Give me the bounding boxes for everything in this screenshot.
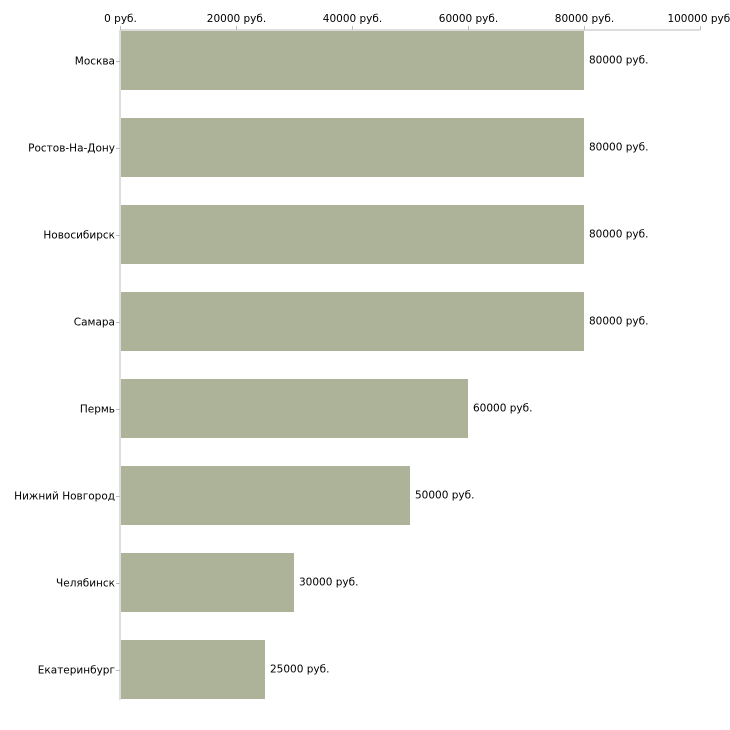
value-label: 80000 руб. <box>589 142 648 154</box>
category-label: Екатеринбург <box>38 665 115 677</box>
bar <box>121 640 265 699</box>
x-tick-label: 60000 руб. <box>439 13 498 25</box>
value-label: 80000 руб. <box>589 229 648 241</box>
category-label: Челябинск <box>56 578 115 590</box>
value-label: 80000 руб. <box>589 316 648 328</box>
category-label: Пермь <box>80 404 115 416</box>
value-label: 30000 руб. <box>299 577 358 589</box>
category-label: Нижний Новгород <box>14 491 115 503</box>
category-label: Ростов-На-Дону <box>28 143 115 155</box>
bar <box>121 31 584 90</box>
axes <box>116 29 700 700</box>
x-axis-ticks: 0 руб. 20000 руб. 40000 руб. 60000 руб. 8000… <box>104 13 730 30</box>
bar <box>121 466 410 525</box>
bar <box>121 292 584 351</box>
x-tick-label: 80000 руб. <box>555 13 614 25</box>
value-label: 25000 руб. <box>270 664 329 676</box>
bar <box>121 379 468 438</box>
bar <box>121 553 294 612</box>
category-label: Москва <box>75 56 115 68</box>
x-tick-label: 100000 руб. <box>667 13 730 25</box>
x-tick-label: 0 руб. <box>104 13 137 25</box>
labels: Москва 80000 руб. Ростов-На-Дону 80000 руб.… <box>14 55 648 677</box>
bar <box>121 205 584 264</box>
value-label: 80000 руб. <box>589 55 648 67</box>
bar <box>121 118 584 177</box>
value-label: 50000 руб. <box>415 490 474 502</box>
category-label: Самара <box>74 317 115 329</box>
bars <box>121 31 584 699</box>
category-label: Новосибирск <box>43 230 115 242</box>
value-label: 60000 руб. <box>473 403 532 415</box>
x-tick-label: 40000 руб. <box>323 13 382 25</box>
x-tick-label: 20000 руб. <box>207 13 266 25</box>
